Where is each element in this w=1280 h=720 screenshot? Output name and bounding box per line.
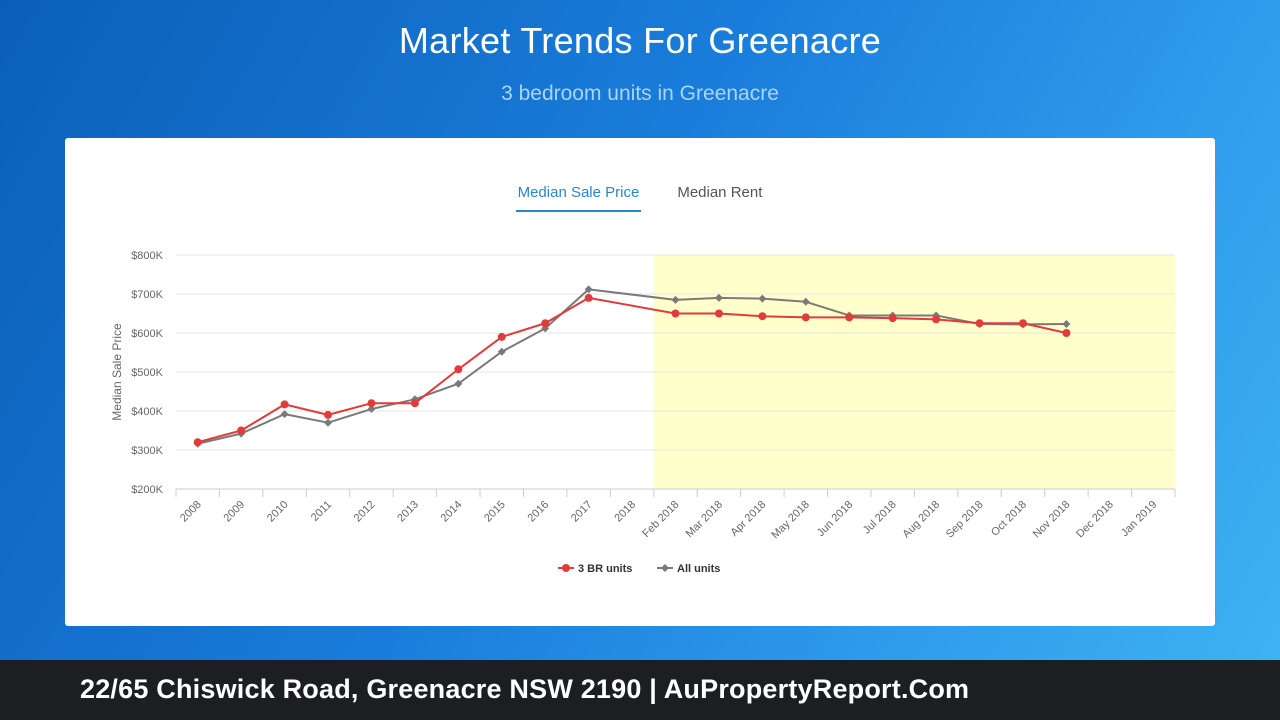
data-point [237, 426, 246, 435]
chart-card: Median Sale Price Median Rent $200K $300K… [65, 138, 1215, 626]
x-tick-label: 2009 [221, 499, 247, 525]
x-tick-label: 2008 [178, 499, 204, 525]
x-tick-label: Nov 2018 [1031, 499, 1073, 541]
x-tick-label: 2015 [482, 499, 508, 525]
data-point [671, 309, 680, 318]
x-tick-label: Jan 2019 [1119, 499, 1159, 539]
x-tick-label: Sep 2018 [944, 499, 986, 541]
data-point [497, 332, 506, 341]
data-point [367, 399, 376, 408]
x-tick-label: 2010 [265, 499, 291, 525]
y-tick-label: $800K [131, 250, 163, 262]
data-point [845, 313, 854, 322]
x-tick-label: Apr 2018 [728, 499, 768, 539]
x-tick-label: Aug 2018 [900, 499, 942, 541]
data-point [758, 312, 767, 321]
series-line-3br-units [197, 296, 1067, 444]
page-title: Market Trends For Greenacre [398, 20, 882, 61]
x-tick-label: 2017 [569, 499, 595, 525]
data-point [497, 347, 506, 356]
x-tick-label: Mar 2018 [684, 499, 725, 540]
data-point [410, 399, 419, 408]
data-point [671, 295, 680, 304]
data-point [454, 365, 463, 374]
x-tick-label: Oct 2018 [989, 499, 1029, 539]
data-point [193, 438, 202, 447]
data-point [280, 400, 289, 409]
y-axis-title: Median Sale Price [110, 323, 124, 421]
page-subtitle: 3 bedroom units in Greenacre [501, 82, 779, 105]
legend-marker [661, 564, 669, 572]
data-point [584, 293, 593, 302]
x-tick-label: 2013 [395, 499, 421, 525]
footer-address: 22/65 Chiswick Road, Greenacre NSW 2190 … [80, 674, 970, 704]
data-point [454, 379, 463, 388]
series-line-all-units [197, 288, 1067, 445]
data-point [975, 319, 984, 328]
tab-median-rent[interactable]: Median Rent [677, 184, 763, 201]
x-tick-label: 2016 [526, 499, 552, 525]
y-tick-label: $200K [131, 484, 163, 496]
data-point [1018, 319, 1027, 328]
legend-marker [562, 564, 570, 572]
x-tick-label: Jul 2018 [861, 499, 899, 537]
data-point [801, 297, 810, 306]
data-point [1062, 329, 1071, 337]
data-point [324, 410, 333, 419]
line-chart: $200K $300K $400K $500K $600K $700K $800K 2008 2… [110, 250, 1176, 575]
x-tick-label: 2018 [612, 499, 638, 525]
data-point [1062, 320, 1071, 329]
y-tick-label: $400K [131, 406, 163, 418]
x-tick-label: May 2018 [769, 499, 812, 542]
data-point [714, 293, 723, 302]
tab-median-sale-price[interactable]: Median Sale Price [515, 182, 642, 212]
y-tick-label: $300K [131, 445, 163, 457]
x-tick-label: 2011 [309, 499, 334, 524]
chart-tabs: Median Sale Price Median Rent [65, 182, 1215, 216]
footer-bar: 22/65 Chiswick Road, Greenacre NSW 2190 … [0, 660, 1280, 720]
y-tick-label: $700K [131, 289, 163, 301]
y-tick-label: $600K [131, 328, 163, 340]
data-point [541, 319, 550, 328]
data-point [714, 309, 723, 318]
x-tick-label: 2012 [352, 499, 378, 525]
data-point [280, 410, 289, 419]
data-point [324, 418, 333, 427]
data-point [888, 314, 897, 323]
data-point [932, 315, 941, 324]
data-point [367, 405, 376, 414]
x-tick-label: Jun 2018 [815, 499, 855, 539]
legend-label: 3 BR units [578, 563, 632, 575]
x-tick-label: Feb 2018 [640, 499, 681, 540]
legend-label: All units [677, 563, 720, 575]
data-point [758, 294, 767, 303]
data-point [801, 313, 810, 322]
x-tick-label: 2014 [439, 499, 465, 525]
y-tick-label: $500K [131, 367, 163, 379]
data-point [584, 285, 593, 294]
x-tick-label: Dec 2018 [1074, 499, 1116, 541]
